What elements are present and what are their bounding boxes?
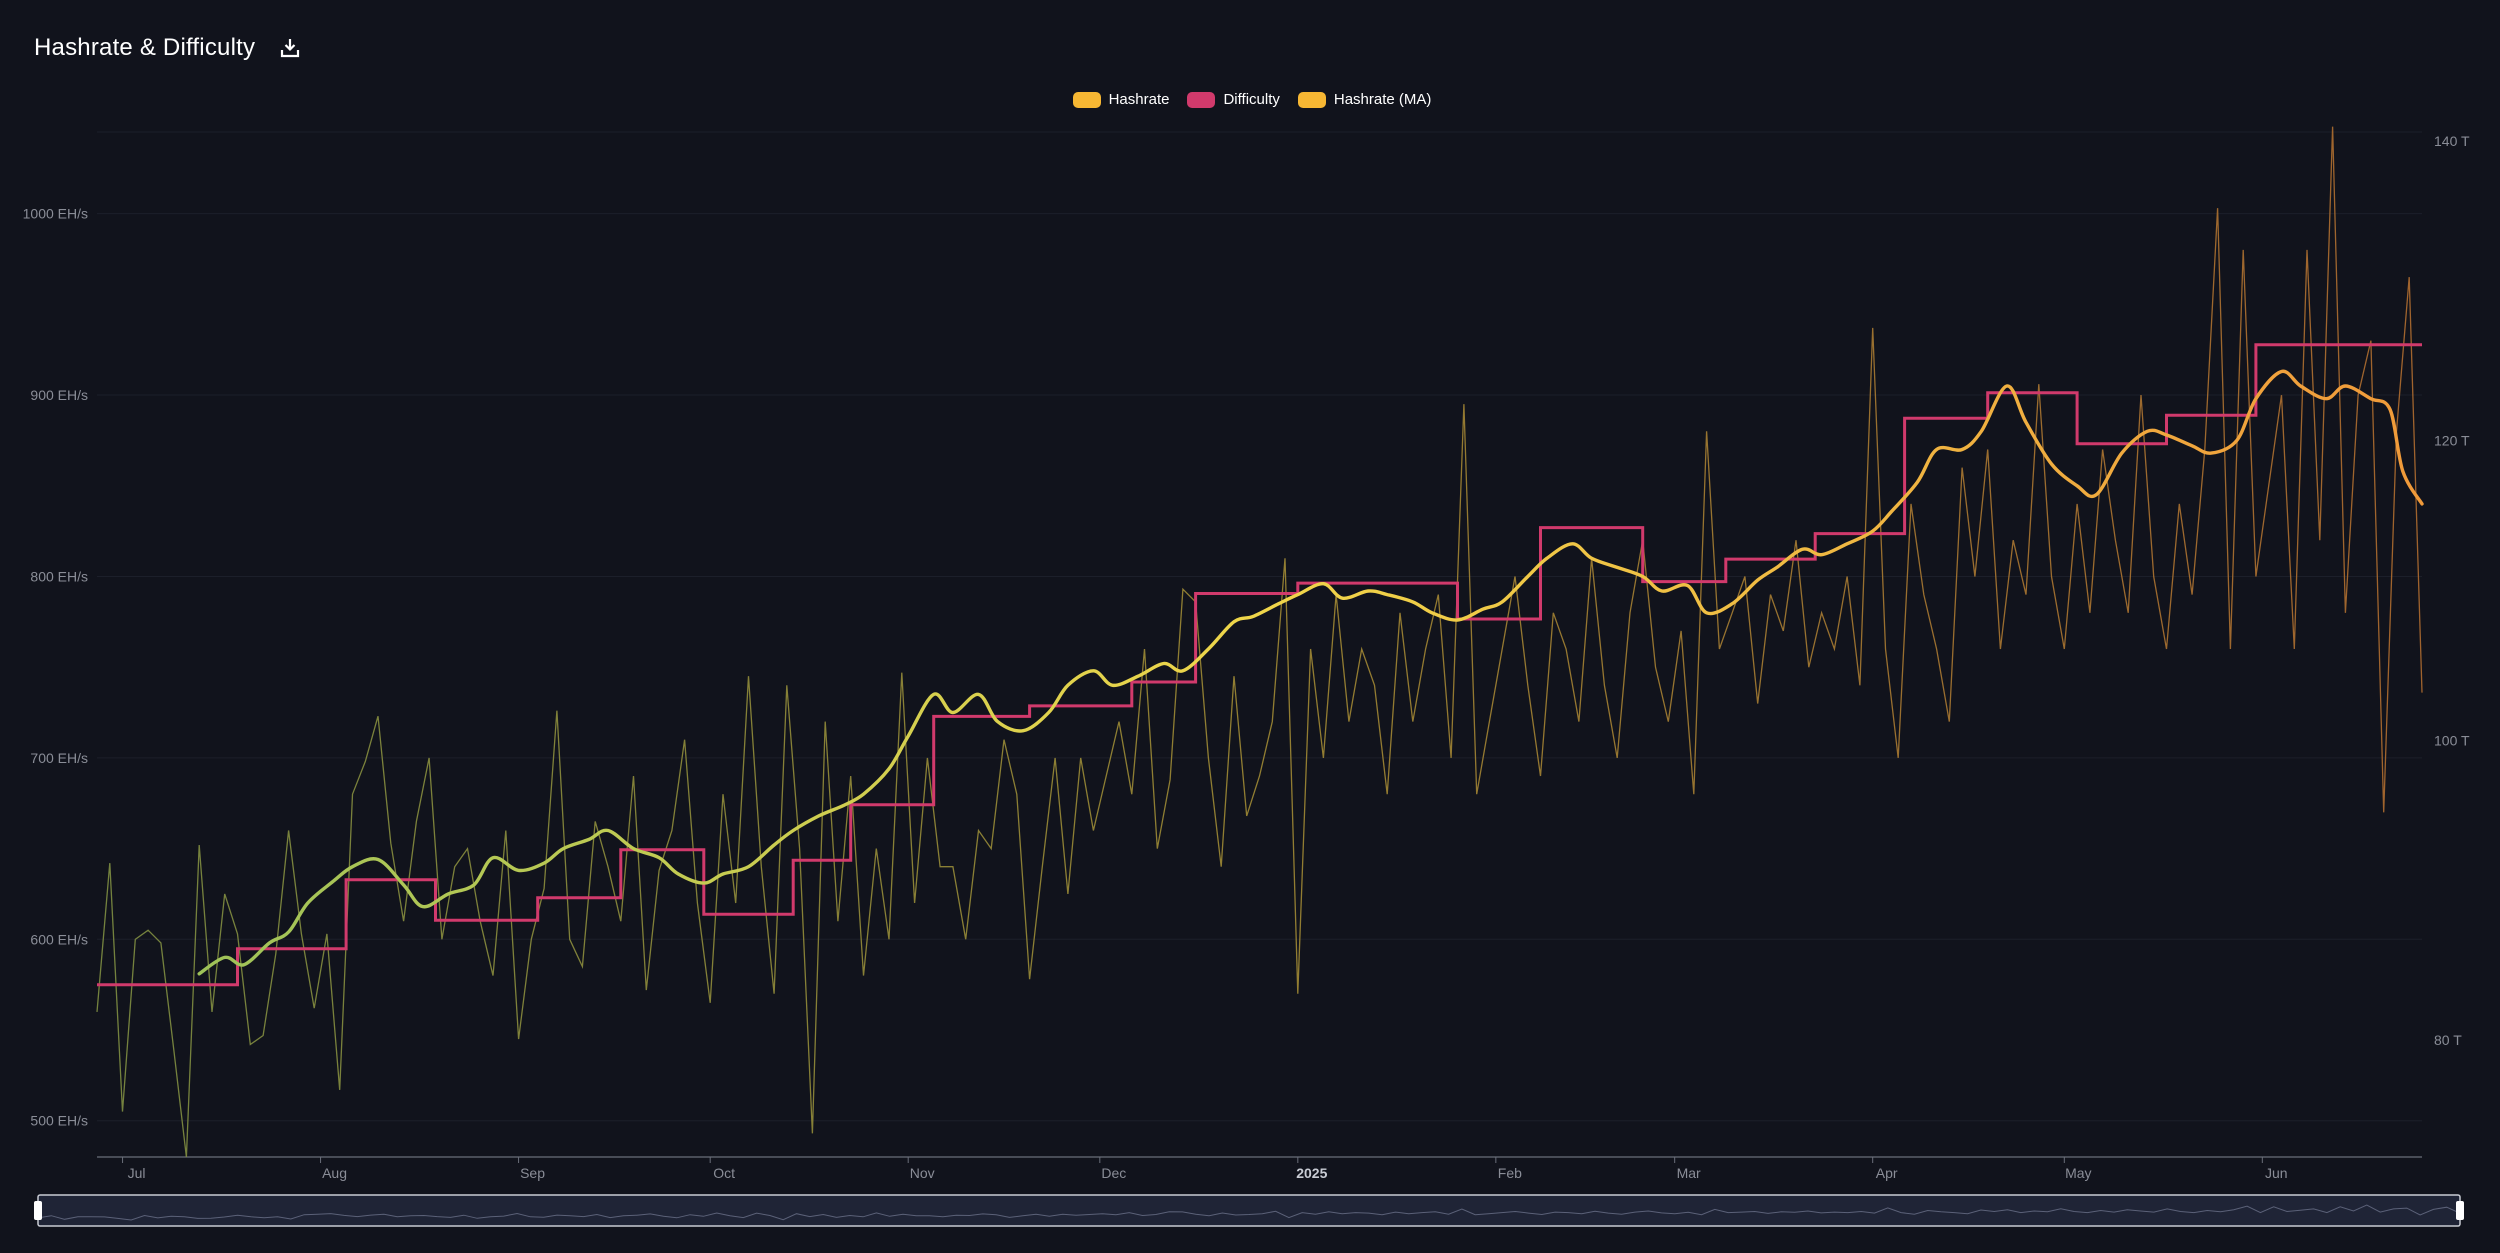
y-right-tick-label: 100 T — [2434, 732, 2470, 748]
x-tick-label: 2025 — [1296, 1165, 1327, 1181]
y-left-tick-label: 500 EH/s — [30, 1113, 88, 1129]
navigator-handle-left[interactable] — [34, 1201, 42, 1220]
x-tick-label: May — [2065, 1165, 2091, 1181]
download-icon[interactable] — [277, 35, 303, 61]
x-tick-label: Apr — [1876, 1165, 1898, 1181]
legend-label-hashrate-ma: Hashrate (MA) — [1333, 91, 1432, 108]
x-tick-label: Dec — [1101, 1165, 1126, 1181]
y-right-tick-label: 140 T — [2434, 133, 2470, 149]
y-left-tick-label: 1000 EH/s — [23, 206, 88, 222]
series-hashrate — [96, 126, 2423, 1158]
grid-layer — [97, 131, 2422, 1122]
x-tick-label: Aug — [322, 1165, 347, 1181]
navigator[interactable] — [34, 1194, 2464, 1227]
legend-label-hashrate: Hashrate — [1108, 91, 1170, 108]
navigator-frame[interactable] — [37, 1194, 2461, 1227]
navigator-handle-right[interactable] — [2456, 1201, 2464, 1220]
legend-item-hashrate-ma[interactable]: Hashrate (MA) — [1294, 91, 1432, 108]
series-layer — [96, 126, 2424, 1158]
navigator-series — [37, 1204, 2461, 1221]
legend-item-hashrate[interactable]: Hashrate — [1069, 91, 1170, 108]
y-left-tick-label: 900 EH/s — [30, 387, 88, 403]
legend-swatch-difficulty — [1187, 91, 1216, 108]
y-left-tick-label: 600 EH/s — [30, 931, 88, 947]
y-left-tick-label: 800 EH/s — [30, 568, 88, 584]
y-left-tick-label: 700 EH/s — [30, 750, 88, 766]
x-tick-label: Sep — [520, 1165, 545, 1181]
series-hashrate-ma — [197, 369, 2424, 976]
chart-title: Hashrate & Difficulty — [34, 34, 256, 61]
x-tick-label: Jun — [2265, 1165, 2288, 1181]
x-tick-label: Oct — [713, 1165, 735, 1181]
chart-legend: Hashrate Difficulty Hashrate (MA) — [0, 91, 2500, 108]
download-icon-glyph — [281, 39, 300, 58]
y-right-tick-label: 80 T — [2434, 1032, 2462, 1048]
x-tick-label: Jul — [128, 1165, 146, 1181]
y-right-tick-label: 120 T — [2434, 433, 2470, 449]
legend-swatch-hashrate-ma — [1297, 91, 1326, 108]
legend-swatch-hashrate — [1072, 91, 1101, 108]
legend-item-difficulty[interactable]: Difficulty — [1183, 91, 1280, 108]
x-tick-label: Nov — [910, 1165, 935, 1181]
x-tick-label: Feb — [1498, 1165, 1522, 1181]
x-tick-label: Mar — [1677, 1165, 1701, 1181]
legend-label-difficulty: Difficulty — [1223, 91, 1280, 108]
chart-header: Hashrate & Difficulty — [34, 30, 303, 66]
axis-layer: 500 EH/s 600 EH/s 700 EH/s 800 EH/s 900 EH/s… — [23, 133, 2470, 1181]
series-difficulty — [97, 343, 2422, 987]
